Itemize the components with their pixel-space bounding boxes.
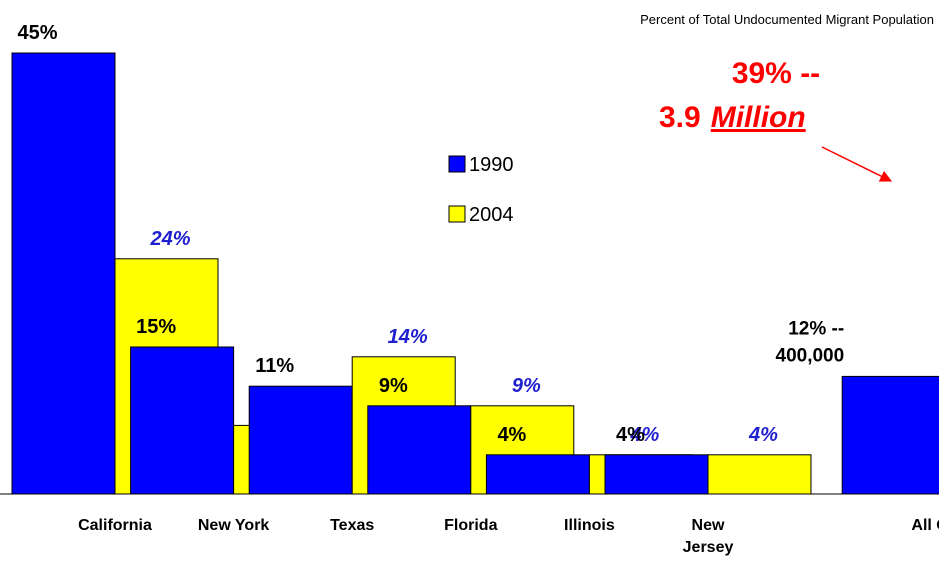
value-label: 9% [512,375,541,397]
bar [248,385,353,495]
value-label: 4% [748,424,778,446]
value-label: 15% [136,316,176,338]
legend-label: 2004 [469,204,514,226]
bar [485,454,590,495]
legend-swatch [448,155,466,173]
bar [130,346,235,495]
x-tick-label: All Other [911,517,939,534]
value-label: 14% [388,326,428,348]
chart-title: Percent of Total Undocumented Migrant Po… [640,12,934,27]
value-label: 12% -- [788,318,844,339]
value-label: 11% [255,355,294,377]
x-tick-label: New Jersey [682,517,734,556]
legend-label: 1990 [469,154,514,176]
bar [841,375,939,495]
annotation: 3.9 Million [659,101,806,134]
x-tick-label: Illinois [564,517,615,534]
bar [367,405,472,495]
value-label: 400,000 [776,345,845,366]
annotation-part: 3.9 [659,101,701,134]
x-tick-label: Florida [444,517,498,534]
legend-swatch [448,205,466,223]
value-label: 9% [379,375,408,397]
annotation-arrow [821,146,893,182]
bar [707,454,812,495]
x-tick-label: Texas [330,517,375,534]
value-label: 4% [497,424,526,446]
x-tick-label: New York [197,517,270,534]
bar [604,454,709,495]
value-label: 45% [17,22,57,44]
x-tick-label: California [78,517,152,534]
annotation: 39% -- [732,57,820,90]
value-label: 24% [149,228,190,250]
value-label: 4% [629,424,659,446]
value-label: 4% [616,424,645,446]
bar [11,52,116,495]
annotation-part: Million [711,101,806,134]
